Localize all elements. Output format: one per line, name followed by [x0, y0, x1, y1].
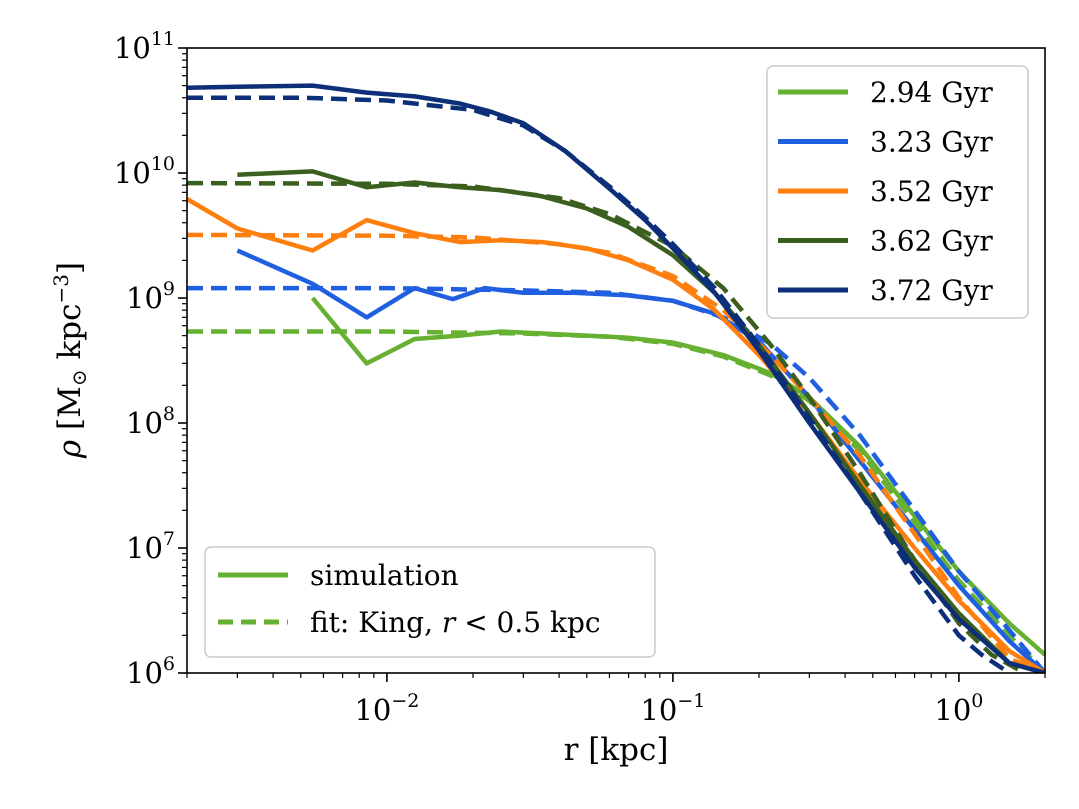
y-tick-label: 109 [126, 278, 175, 315]
style-legend-frame [204, 546, 656, 658]
major-ticks [178, 47, 960, 682]
fit-label-var: r [442, 606, 457, 639]
series-layer [187, 83, 1045, 673]
y-label-open: [M [52, 386, 88, 440]
legend-label: 2.94 Gyr [870, 76, 993, 109]
style-legend: simulation fit: King, r < 0.5 kpc [204, 546, 656, 658]
simulation-line-3-52-Gyr [187, 197, 1045, 673]
y-tick-label: 106 [126, 653, 175, 690]
y-tick-labels: 106 107 108 109 1010 1011 [114, 28, 175, 690]
series-legend-frame [766, 65, 1029, 319]
x-tick-label: 10−1 [640, 690, 705, 727]
fit-line-3-23-Gyr [187, 285, 1045, 673]
y-tick-label: 107 [126, 528, 175, 565]
x-axis-label: r [kpc] [564, 732, 669, 768]
simulation-line-3-23-Gyr [236, 248, 1045, 673]
y-tick-label: 108 [126, 403, 175, 440]
legend-label: 3.23 Gyr [870, 126, 993, 159]
y-label-rho: ρ [52, 440, 88, 459]
y-label-close: ] [52, 262, 88, 274]
plot-frame [186, 47, 1046, 674]
x-tick-labels: 10−2 10−1 100 [354, 690, 983, 727]
fit-label-prefix: fit: King, [310, 606, 442, 639]
series-legend: 2.94 Gyr 3.23 Gyr 3.52 Gyr 3.62 Gyr 3.72 Gyr [766, 65, 1029, 319]
legend-label: 3.62 Gyr [870, 225, 993, 258]
fit-line-3-72-Gyr [187, 95, 1011, 673]
x-tick-label: 100 [934, 690, 983, 727]
y-label-exp: −3 [49, 274, 73, 303]
fit-label-suffix: < 0.5 kpc [455, 606, 600, 639]
style-legend-simulation-label: simulation [310, 559, 459, 592]
x-tick-label: 10−2 [354, 690, 419, 727]
simulation-line-3-62-Gyr [237, 169, 1045, 673]
y-label-unit: kpc [52, 304, 88, 370]
y-axis-label: ρ [M⊙ kpc−3] [49, 262, 91, 459]
y-tick-label: 1011 [114, 28, 175, 65]
y-tick-label: 1010 [114, 153, 175, 190]
legend-label: 3.72 Gyr [870, 274, 993, 307]
simulation-line-3-72-Gyr [187, 83, 1045, 673]
legend-label: 3.52 Gyr [870, 175, 993, 208]
style-legend-fit-label: fit: King, r < 0.5 kpc [310, 606, 601, 639]
y-label-sun: ⊙ [67, 369, 91, 386]
minor-ticks [182, 53, 1046, 678]
